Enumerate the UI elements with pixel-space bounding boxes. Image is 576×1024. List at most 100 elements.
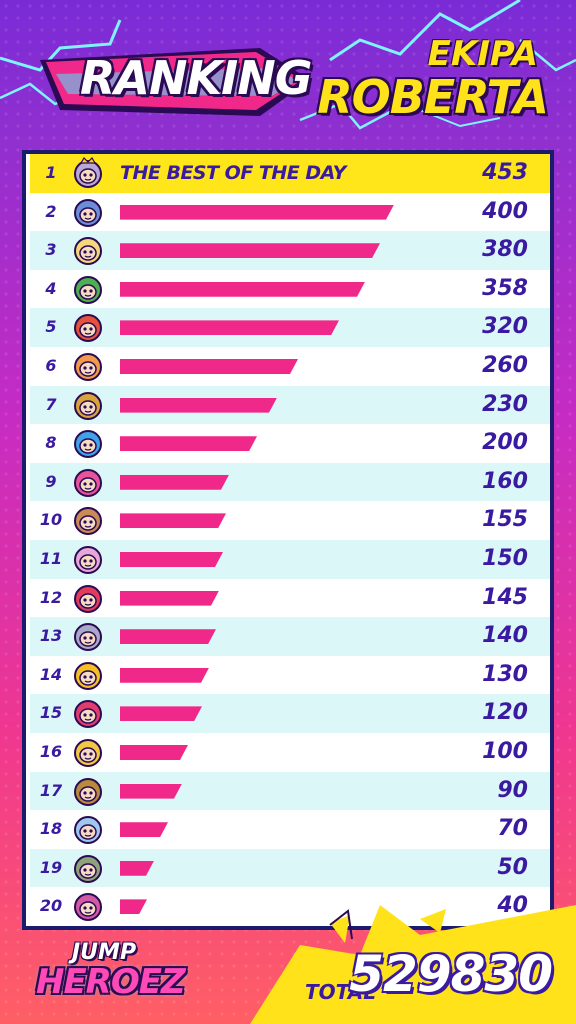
score-value: 230 xyxy=(482,391,528,417)
best-of-day-label: THE BEST OF THE DAY xyxy=(120,162,346,184)
score-bar xyxy=(120,475,229,490)
ranking-row: 10 155 xyxy=(30,501,550,540)
rank-number: 20 xyxy=(39,896,63,916)
score-value: 120 xyxy=(482,700,528,726)
rank-number: 9 xyxy=(45,471,57,491)
rank-number: 3 xyxy=(45,240,57,260)
ranking-table: 1 THE BEST OF THE DAY 453 2 400 3 380 4 358 5 320 6… xyxy=(22,150,554,930)
score-value: 150 xyxy=(482,546,528,571)
blonde-hero-avatar-icon xyxy=(74,237,102,266)
rank-number: 17 xyxy=(39,780,63,800)
robot-horns-avatar-icon xyxy=(74,314,102,343)
ranking-row: 12 145 xyxy=(30,578,550,618)
rank-number: 11 xyxy=(39,549,63,568)
page-title: RANKING xyxy=(80,51,313,105)
score-bar xyxy=(120,899,147,914)
hooded-avatar-icon xyxy=(74,584,102,613)
score-bar xyxy=(120,436,257,451)
score-value: 155 xyxy=(482,507,528,533)
rank-number: 8 xyxy=(45,433,57,453)
total-value: 529830 xyxy=(349,945,553,1003)
ranking-row: 1 THE BEST OF THE DAY 453 xyxy=(30,154,550,193)
score-bar xyxy=(120,784,182,799)
score-bar xyxy=(120,706,202,721)
score-value: 40 xyxy=(497,893,528,919)
score-bar xyxy=(120,629,216,644)
team-name-line1: EKIPA xyxy=(427,34,538,74)
lightning-decoration xyxy=(0,0,576,130)
score-value: 50 xyxy=(497,854,528,880)
green-mask-avatar-icon xyxy=(74,275,102,304)
score-bar xyxy=(120,552,223,567)
rank-number: 14 xyxy=(39,664,63,684)
score-bar xyxy=(120,243,380,258)
rank-number: 10 xyxy=(39,510,63,530)
score-bar xyxy=(120,205,394,220)
orange-hair-avatar-icon xyxy=(74,353,102,381)
ranking-row: 16 100 xyxy=(30,733,550,772)
yellow-beast-avatar-icon xyxy=(74,739,102,767)
score-bar xyxy=(120,320,339,335)
score-value: 200 xyxy=(482,430,528,456)
ranking-row: 18 70 xyxy=(30,810,550,849)
ice-crown-avatar-icon xyxy=(74,816,102,845)
score-value: 400 xyxy=(482,198,528,224)
total-label: TOTAL xyxy=(305,980,376,1004)
ranking-row: 8 200 xyxy=(30,424,550,463)
score-bar xyxy=(120,359,298,374)
ranking-row: 6 260 xyxy=(30,347,550,386)
score-value: 320 xyxy=(482,314,528,340)
title-banner-arrow xyxy=(40,48,310,116)
score-bar xyxy=(120,822,168,837)
ranking-row: 2 400 xyxy=(30,192,550,232)
score-value: 70 xyxy=(497,816,528,842)
score-value: 380 xyxy=(482,237,528,263)
blue-spiky-avatar-icon xyxy=(74,430,102,459)
score-value: 140 xyxy=(482,623,528,649)
team-name-line2: ROBERTA xyxy=(317,70,549,124)
logo-jump: JUMP xyxy=(72,940,137,965)
score-bar xyxy=(120,398,277,413)
rank-number: 18 xyxy=(39,819,63,839)
flower-avatar-icon xyxy=(74,546,102,574)
ranking-row: 7 230 xyxy=(30,385,550,425)
footer-decoration xyxy=(250,905,576,1024)
goblin-avatar-icon xyxy=(74,854,102,883)
rank-number: 7 xyxy=(45,394,57,414)
ranking-row: 14 130 xyxy=(30,655,550,695)
ranking-row: 11 150 xyxy=(30,540,550,579)
score-value: 145 xyxy=(482,584,528,610)
rank-number: 1 xyxy=(45,163,57,182)
score-value: 260 xyxy=(482,353,528,378)
score-bar xyxy=(120,513,226,528)
visor-avatar-icon xyxy=(74,777,102,806)
ranking-row: 9 160 xyxy=(30,462,550,502)
score-value: 90 xyxy=(497,777,528,803)
helmet-hero-avatar-icon xyxy=(74,391,102,420)
score-bar xyxy=(120,591,219,606)
rank-number: 16 xyxy=(39,742,63,761)
goggles-hero-avatar-icon xyxy=(74,198,102,227)
ranking-row: 17 90 xyxy=(30,771,550,811)
rank-number: 4 xyxy=(45,278,57,298)
ranking-row: 19 50 xyxy=(30,848,550,888)
mummy-avatar-icon xyxy=(74,507,102,536)
score-bar xyxy=(120,282,365,297)
score-value: 453 xyxy=(482,160,528,185)
rank-number: 6 xyxy=(45,356,57,375)
score-value: 160 xyxy=(482,468,528,494)
score-value: 130 xyxy=(482,661,528,687)
score-value: 100 xyxy=(482,739,528,764)
score-bar xyxy=(120,745,188,760)
ranking-row: 5 320 xyxy=(30,308,550,347)
rank-number: 5 xyxy=(45,317,57,337)
red-hair-avatar-icon xyxy=(74,700,102,729)
ranking-row: 4 358 xyxy=(30,269,550,309)
score-bar xyxy=(120,668,209,683)
skull-hood-avatar-icon xyxy=(74,893,102,922)
rank-number: 15 xyxy=(39,703,63,723)
pink-cat-avatar-icon xyxy=(74,468,102,497)
bee-avatar-icon xyxy=(74,661,102,690)
rank-number: 2 xyxy=(45,201,57,221)
rank-number: 13 xyxy=(39,626,63,646)
